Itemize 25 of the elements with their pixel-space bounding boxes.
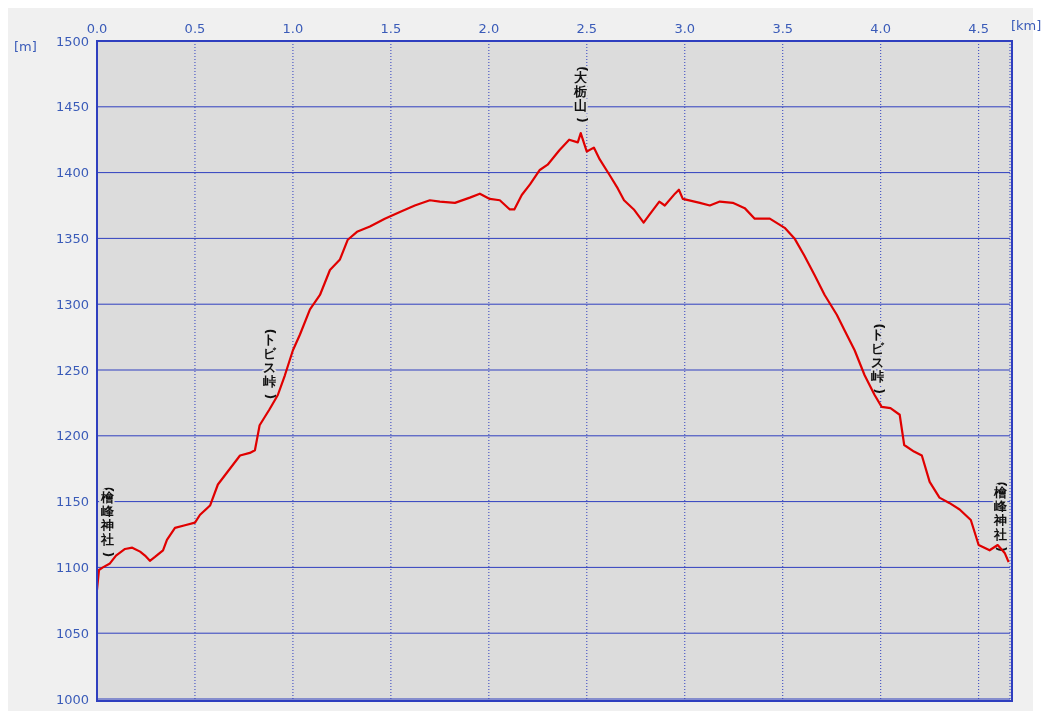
y-axis-title: [m] [14,39,37,54]
y-tick-label: 1450 [55,99,89,115]
y-tick-label: 1250 [55,362,89,378]
x-tick-label: 0.0 [86,21,108,36]
x-tick-label: 2.0 [478,21,500,36]
y-tick-label: 1400 [55,165,89,181]
y-tick-label: 1050 [55,625,89,641]
y-tick-label: 1150 [55,494,89,510]
y-tick-label: 1500 [55,33,89,49]
y-tick-label: 1350 [55,231,89,247]
x-tick-label: 4.5 [968,21,989,36]
x-tick-label: 1.5 [380,21,402,36]
x-tick-label: 3.5 [772,21,794,36]
y-tick-label: 1000 [55,691,89,707]
x-tick-label: 2.5 [576,21,598,36]
x-tick-label: 0.5 [184,21,206,36]
annotation: (トビス峠) [262,328,279,400]
x-tick-label: 4.0 [870,21,892,36]
annotation: (トビス峠) [871,323,887,395]
x-tick-label: 3.0 [674,21,696,36]
y-tick-label: 1300 [55,296,89,312]
x-axis-title: [km] [1011,18,1041,33]
y-tick-label: 1100 [55,560,89,576]
y-tick-label: 1200 [55,428,89,444]
x-tick-label: 1.0 [282,21,304,36]
